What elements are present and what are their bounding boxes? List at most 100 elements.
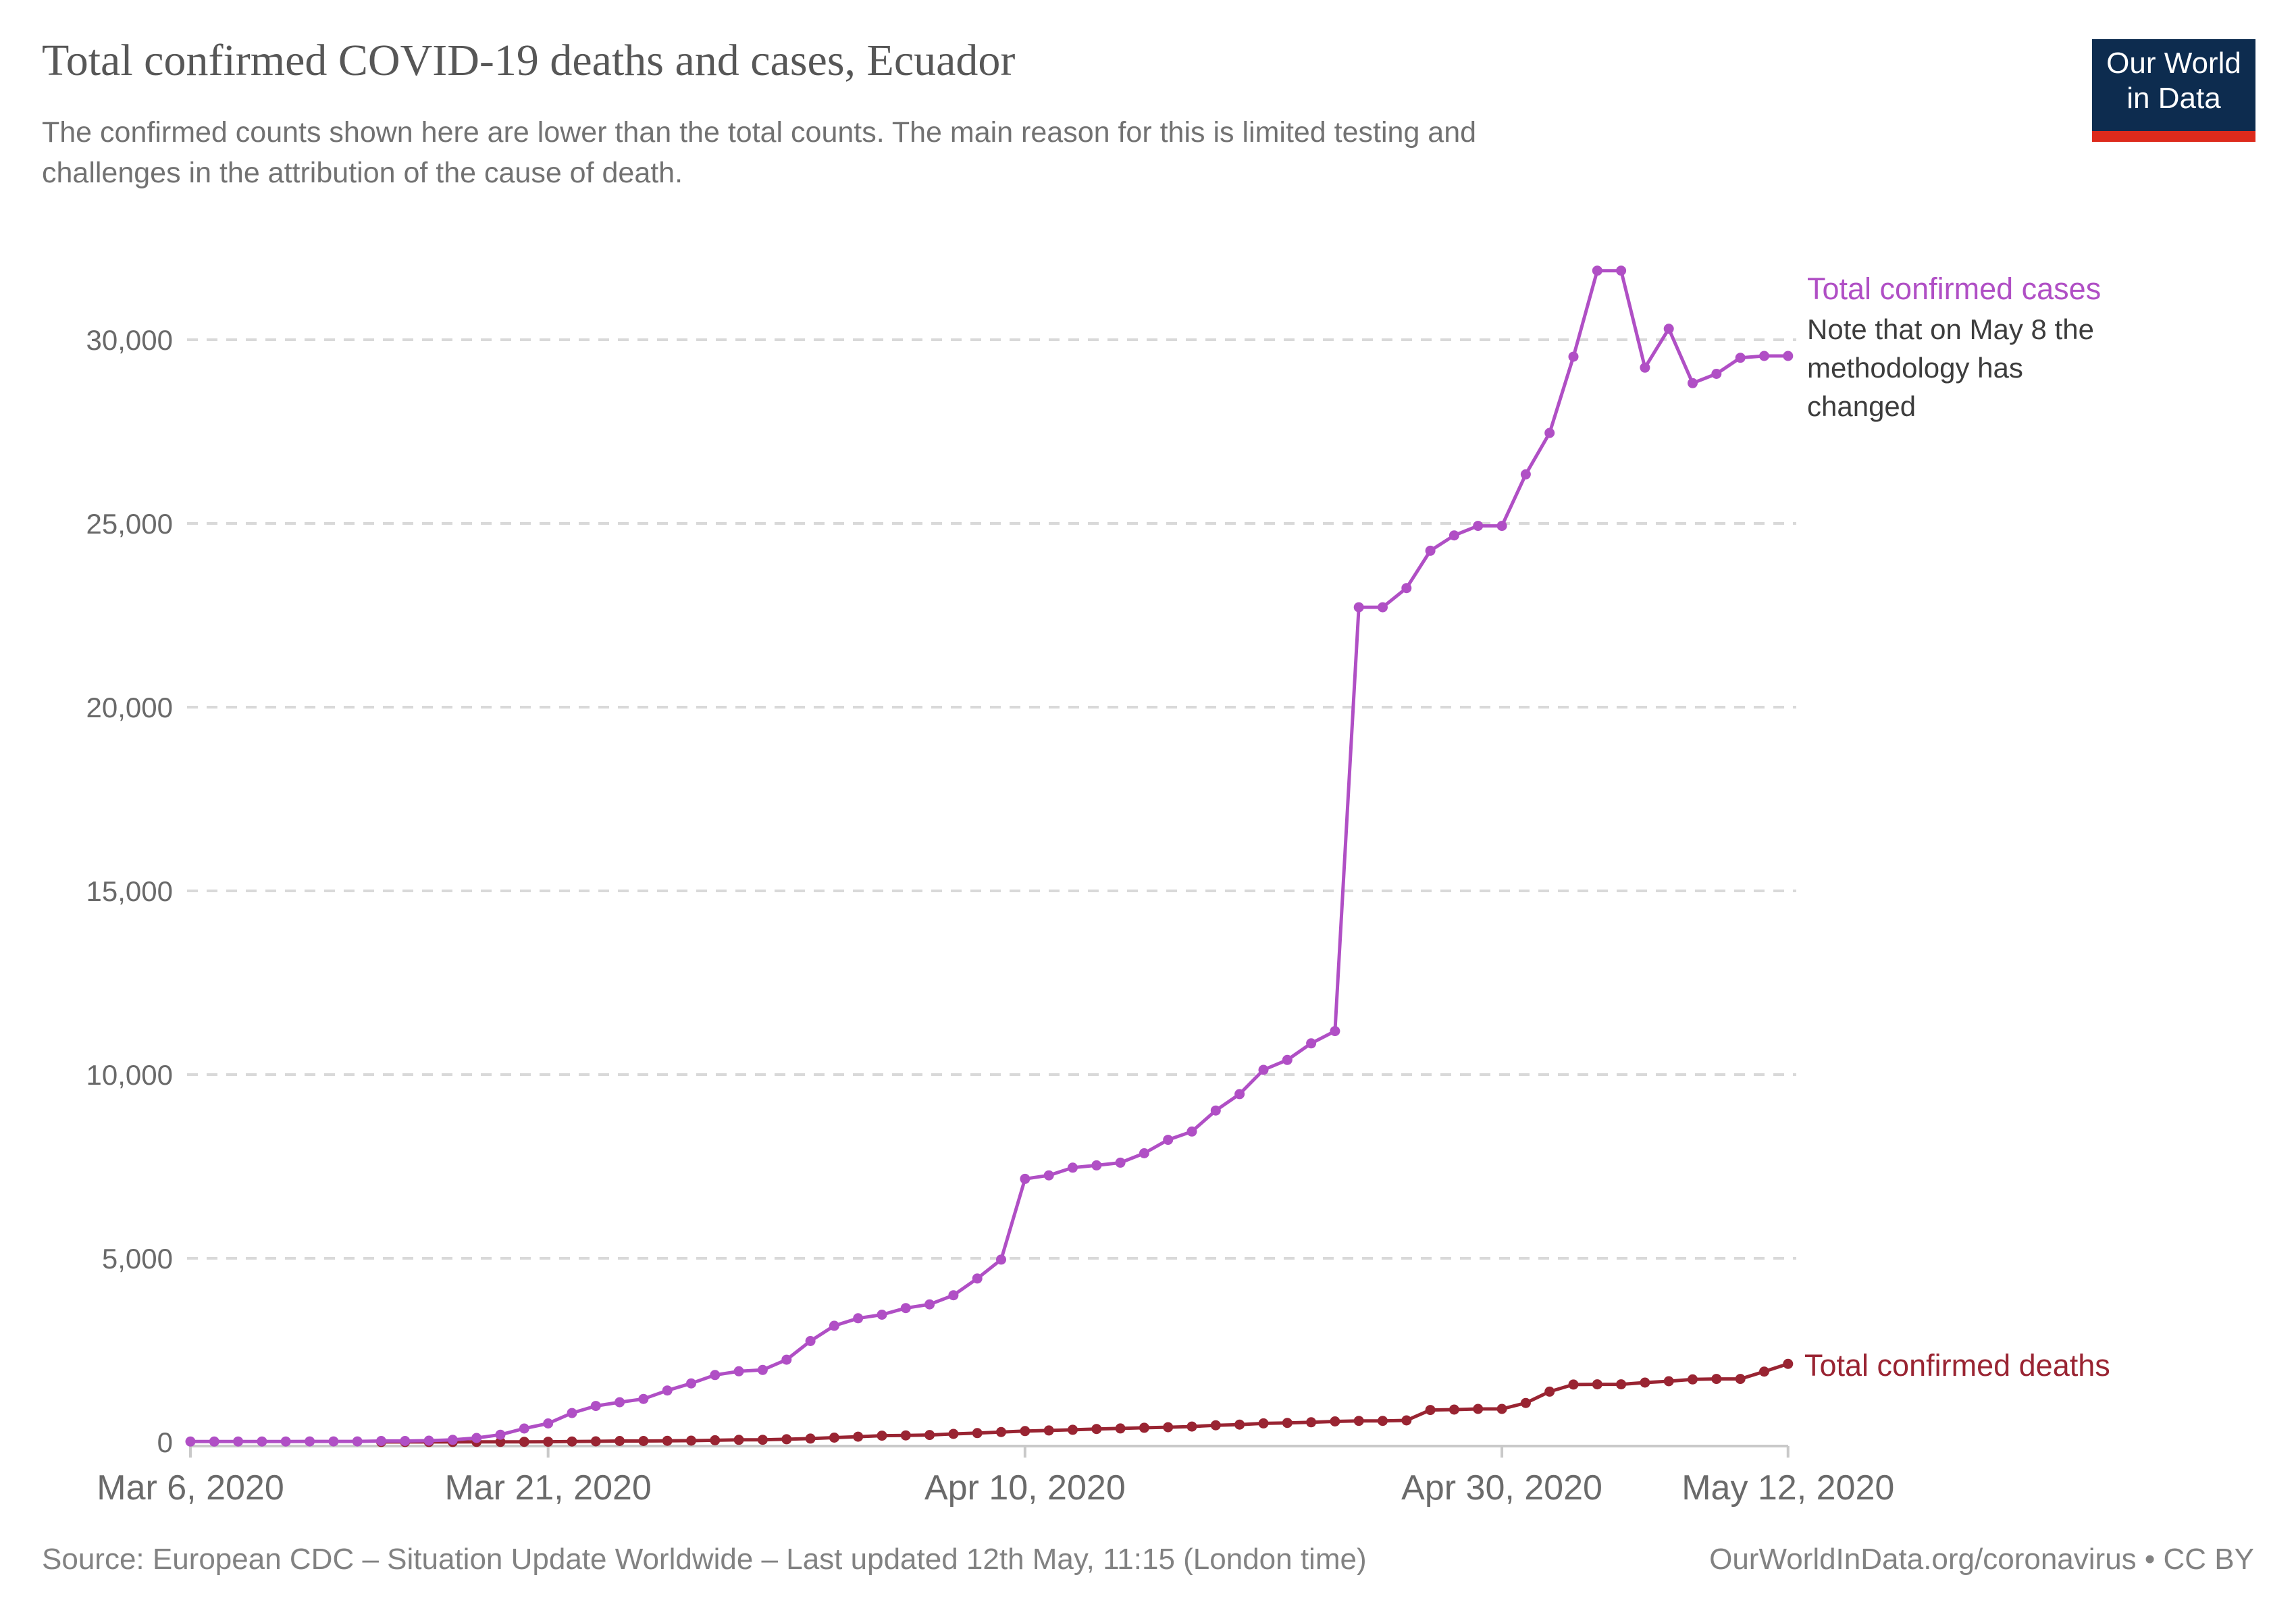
cases-data-point — [185, 1436, 196, 1447]
cases-data-point — [209, 1436, 219, 1447]
owid-logo-line1: Our World — [2106, 47, 2241, 80]
methodology-note-line2: methodology has — [1807, 352, 2023, 384]
cases-data-point — [1043, 1170, 1054, 1181]
deaths-data-point — [1186, 1421, 1197, 1432]
cases-data-point — [996, 1254, 1006, 1265]
deaths-data-point — [1544, 1386, 1555, 1397]
deaths-data-point — [1091, 1424, 1102, 1435]
cases-data-point — [1139, 1148, 1149, 1158]
x-axis-tick-label: Apr 30, 2020 — [1401, 1468, 1602, 1508]
deaths-data-point — [781, 1434, 792, 1445]
license-link: OurWorldInData.org/coronavirus • CC BY — [1709, 1543, 2254, 1576]
deaths-data-point — [1449, 1404, 1459, 1415]
cases-data-point — [710, 1370, 721, 1381]
cases-data-point — [543, 1418, 554, 1429]
cases-data-point — [519, 1423, 529, 1434]
cases-data-point — [853, 1313, 864, 1324]
x-axis-tick-label: Apr 10, 2020 — [924, 1468, 1126, 1508]
cases-data-point — [1163, 1135, 1174, 1146]
cases-data-point — [1401, 583, 1412, 594]
y-axis-tick-label: 5,000 — [102, 1243, 173, 1275]
y-axis-tick-label: 25,000 — [86, 508, 173, 540]
cases-data-point — [305, 1436, 315, 1447]
deaths-data-point — [733, 1435, 744, 1445]
cases-data-point — [972, 1273, 983, 1284]
cases-data-point — [757, 1364, 768, 1375]
cases-data-point — [1068, 1162, 1078, 1173]
cases-data-point — [1473, 521, 1484, 532]
deaths-data-point — [1043, 1425, 1054, 1436]
deaths-data-point — [1496, 1404, 1507, 1414]
cases-data-point — [781, 1354, 792, 1365]
deaths-data-point — [638, 1436, 649, 1446]
y-axis-tick-label: 10,000 — [86, 1059, 173, 1091]
cases-data-point — [662, 1385, 673, 1396]
deaths-data-point — [1473, 1404, 1484, 1414]
deaths-data-point — [615, 1436, 625, 1446]
cases-data-point — [1330, 1026, 1340, 1037]
cases-data-point — [877, 1310, 887, 1320]
deaths-data-point — [567, 1436, 577, 1447]
cases-data-point — [1091, 1160, 1102, 1170]
cases-data-point — [1688, 378, 1698, 388]
legend-label-cases: Total confirmed cases — [1807, 272, 2102, 306]
cases-data-point — [567, 1408, 577, 1418]
cases-data-point — [447, 1435, 458, 1445]
cases-data-point — [1234, 1089, 1245, 1100]
cases-data-point — [1783, 351, 1794, 361]
cases-data-point — [1282, 1054, 1293, 1065]
deaths-data-point — [495, 1437, 506, 1447]
cases-data-point — [352, 1436, 363, 1447]
cases-data-point — [1378, 602, 1388, 613]
deaths-data-point — [1425, 1405, 1436, 1416]
deaths-data-point — [853, 1431, 864, 1442]
deaths-data-point — [805, 1433, 816, 1444]
deaths-data-point — [710, 1435, 721, 1445]
deaths-data-point — [1783, 1358, 1794, 1369]
deaths-data-point — [1520, 1397, 1531, 1408]
deaths-data-point — [662, 1435, 673, 1446]
x-axis-tick-label: May 12, 2020 — [1681, 1468, 1894, 1508]
cases-data-point — [1735, 353, 1746, 363]
deaths-data-point — [1306, 1417, 1317, 1428]
cases-data-point — [1210, 1105, 1221, 1116]
deaths-data-point — [757, 1435, 768, 1445]
deaths-data-point — [1330, 1416, 1340, 1426]
deaths-data-point — [1258, 1418, 1269, 1429]
page-title: Total confirmed COVID-19 deaths and case… — [42, 36, 1016, 85]
deaths-data-point — [877, 1431, 887, 1441]
cases-data-point — [1616, 265, 1627, 276]
y-axis-tick-label: 30,000 — [86, 324, 173, 356]
chart-subtitle: The confirmed counts shown here are lowe… — [42, 112, 1476, 193]
cases-data-point — [1663, 324, 1674, 334]
deaths-data-point — [1139, 1422, 1149, 1433]
deaths-data-point — [1616, 1379, 1627, 1390]
deaths-data-point — [996, 1426, 1006, 1437]
deaths-data-point — [924, 1430, 935, 1441]
y-axis-tick-label: 0 — [157, 1426, 173, 1458]
cases-data-point — [423, 1435, 434, 1446]
deaths-data-point — [1711, 1374, 1722, 1385]
cases-data-point — [1640, 362, 1650, 373]
deaths-data-point — [1020, 1426, 1030, 1437]
deaths-data-point — [1210, 1420, 1221, 1431]
x-axis-tick-label: Mar 6, 2020 — [97, 1468, 284, 1508]
cases-data-point — [280, 1436, 291, 1447]
deaths-data-point — [1282, 1418, 1293, 1429]
cases-line — [190, 269, 1788, 1443]
owid-logo-line2: in Data — [2127, 82, 2221, 115]
owid-logo: Our World in Data — [2092, 39, 2255, 131]
cases-data-point — [400, 1436, 411, 1446]
owid-logo-red-strip — [2092, 131, 2255, 142]
cases-data-point — [1711, 369, 1722, 379]
cases-data-point — [471, 1433, 482, 1443]
x-axis-tick-label: Mar 21, 2020 — [444, 1468, 651, 1508]
deaths-data-point — [1592, 1379, 1602, 1390]
cases-data-point — [1306, 1038, 1317, 1049]
cases-data-point — [1759, 351, 1769, 361]
deaths-data-point — [829, 1433, 839, 1443]
deaths-data-point — [1688, 1374, 1698, 1385]
y-axis-tick-label: 15,000 — [86, 875, 173, 907]
cases-data-point — [257, 1436, 267, 1447]
